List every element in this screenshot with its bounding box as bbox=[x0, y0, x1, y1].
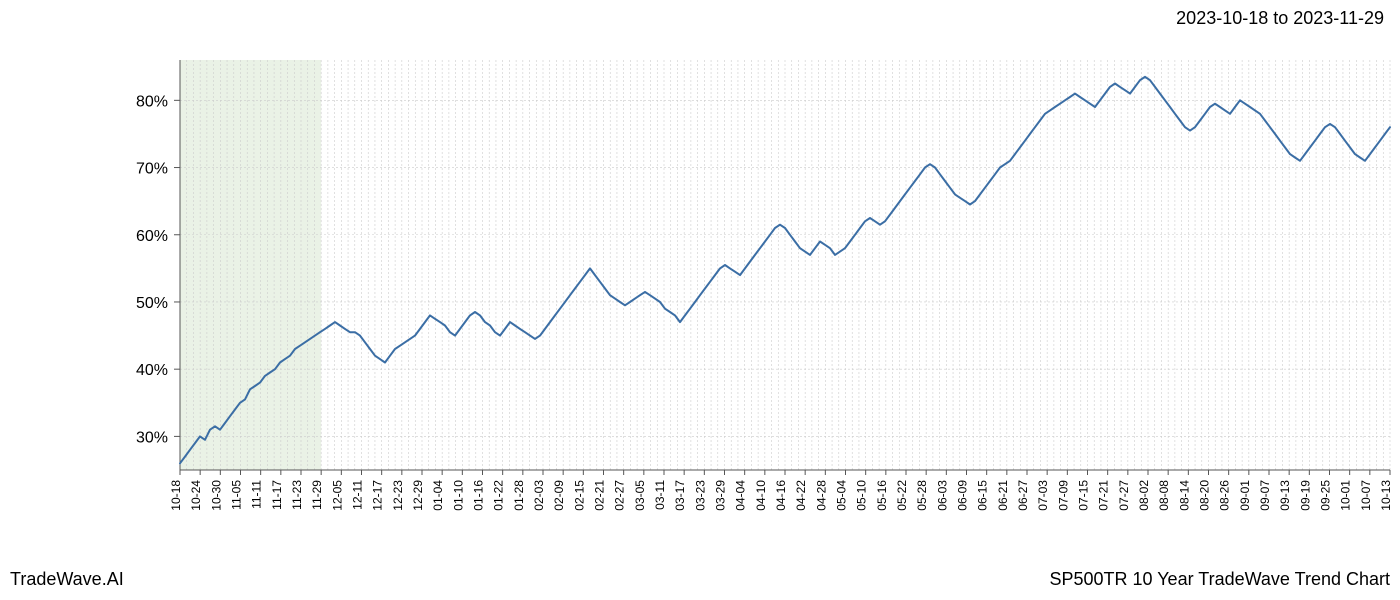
x-tick-label: 05-04 bbox=[835, 480, 849, 511]
x-tick-label: 07-21 bbox=[1097, 480, 1111, 511]
x-tick-label: 08-08 bbox=[1157, 480, 1171, 511]
x-tick-label: 08-14 bbox=[1177, 480, 1191, 511]
x-tick-label: 07-15 bbox=[1077, 480, 1091, 511]
x-tick-label: 02-27 bbox=[613, 480, 627, 511]
x-tick-label: 01-10 bbox=[451, 480, 465, 511]
x-tick-label: 12-11 bbox=[351, 480, 365, 510]
y-tick-label: 40% bbox=[136, 362, 168, 379]
x-tick-label: 03-05 bbox=[633, 480, 647, 511]
x-tick-label: 10-07 bbox=[1359, 480, 1373, 511]
x-tick-label: 08-02 bbox=[1137, 480, 1151, 511]
x-tick-label: 01-04 bbox=[431, 480, 445, 511]
x-tick-label: 10-30 bbox=[209, 480, 223, 511]
x-tick-label: 09-13 bbox=[1278, 480, 1292, 511]
x-tick-label: 06-09 bbox=[956, 480, 970, 511]
x-tick-label: 02-03 bbox=[532, 480, 546, 511]
x-tick-label: 07-09 bbox=[1056, 480, 1070, 511]
x-tick-label: 05-10 bbox=[855, 480, 869, 511]
x-tick-label: 01-16 bbox=[472, 480, 486, 511]
x-tick-label: 06-15 bbox=[976, 480, 990, 511]
x-tick-label: 02-15 bbox=[572, 480, 586, 511]
y-tick-label: 80% bbox=[136, 93, 168, 110]
y-tick-label: 50% bbox=[136, 295, 168, 312]
x-tick-label: 01-28 bbox=[512, 480, 526, 511]
x-tick-label: 12-17 bbox=[371, 480, 385, 511]
x-tick-label: 03-11 bbox=[653, 480, 667, 510]
x-tick-label: 04-16 bbox=[774, 480, 788, 511]
x-tick-label: 04-04 bbox=[734, 480, 748, 511]
x-tick-label: 06-27 bbox=[1016, 480, 1030, 511]
x-tick-label: 11-05 bbox=[230, 480, 244, 510]
x-tick-label: 12-29 bbox=[411, 480, 425, 511]
x-tick-label: 12-23 bbox=[391, 480, 405, 511]
trend-chart: 30% 40% 50% 60% 70% 80% 10-18 10-24 10-30 11-05 11… bbox=[0, 50, 1400, 540]
x-tick-label: 04-10 bbox=[754, 480, 768, 511]
x-tick-label: 03-17 bbox=[673, 480, 687, 511]
x-tick-label: 01-22 bbox=[492, 480, 506, 511]
highlight-band bbox=[180, 60, 321, 470]
x-tick-label: 11-17 bbox=[270, 480, 284, 510]
x-tick-label: 03-23 bbox=[693, 480, 707, 511]
x-tick-label: 10-18 bbox=[169, 480, 183, 511]
x-tick-label: 05-22 bbox=[895, 480, 909, 511]
x-tick-label: 10-24 bbox=[189, 480, 203, 511]
y-tick-label: 70% bbox=[136, 161, 168, 178]
x-tick-label: 10-01 bbox=[1339, 480, 1353, 511]
x-tick-label: 04-22 bbox=[794, 480, 808, 511]
x-tick-label: 08-26 bbox=[1218, 480, 1232, 511]
x-tick-label: 03-29 bbox=[714, 480, 728, 511]
x-tick-label: 10-13 bbox=[1379, 480, 1393, 511]
x-tick-label: 08-20 bbox=[1198, 480, 1212, 511]
x-tick-label: 02-21 bbox=[593, 480, 607, 511]
y-tick-label: 60% bbox=[136, 228, 168, 245]
x-tick-label: 09-19 bbox=[1298, 480, 1312, 511]
x-tick-label: 06-03 bbox=[935, 480, 949, 511]
x-tick-label: 09-07 bbox=[1258, 480, 1272, 511]
date-range: 2023-10-18 to 2023-11-29 bbox=[1176, 8, 1384, 29]
x-tick-label: 06-21 bbox=[996, 480, 1010, 511]
y-tick-label: 30% bbox=[136, 429, 168, 446]
x-tick-label: 05-16 bbox=[875, 480, 889, 511]
x-tick-label: 07-27 bbox=[1117, 480, 1131, 511]
x-tick-label: 12-05 bbox=[330, 480, 344, 511]
brand-label: TradeWave.AI bbox=[10, 569, 124, 590]
x-tick-label: 02-09 bbox=[552, 480, 566, 511]
x-tick-label: 09-01 bbox=[1238, 480, 1252, 511]
x-tick-label: 11-23 bbox=[290, 480, 304, 510]
x-tick-label: 09-25 bbox=[1319, 480, 1333, 511]
x-tick-label: 05-28 bbox=[915, 480, 929, 511]
x-tick-label: 07-03 bbox=[1036, 480, 1050, 511]
x-tick-label: 04-28 bbox=[814, 480, 828, 511]
x-tick-label: 11-29 bbox=[310, 480, 324, 510]
chart-title: SP500TR 10 Year TradeWave Trend Chart bbox=[1049, 569, 1390, 590]
x-tick-label: 11-11 bbox=[250, 480, 264, 509]
